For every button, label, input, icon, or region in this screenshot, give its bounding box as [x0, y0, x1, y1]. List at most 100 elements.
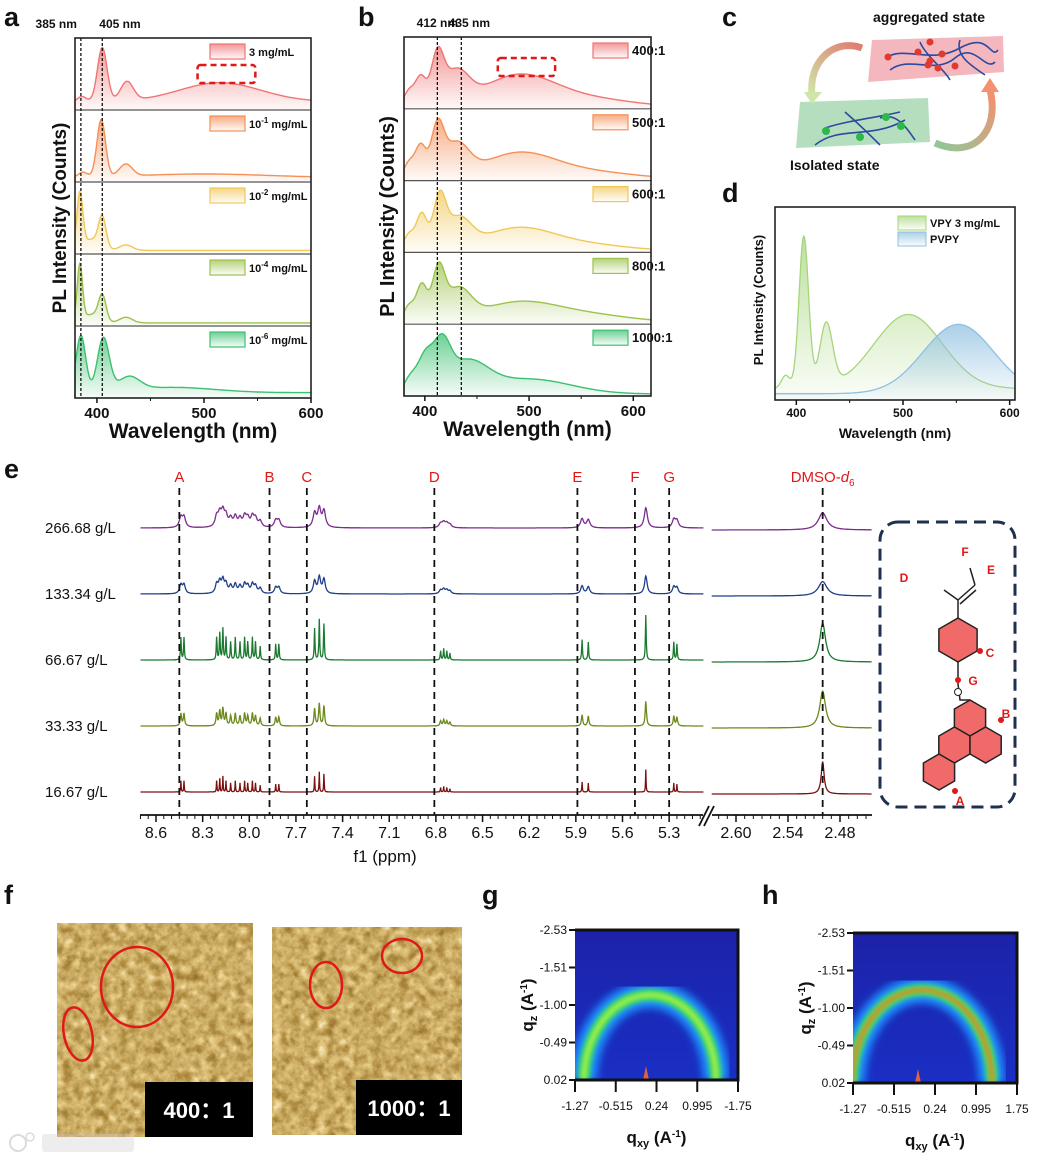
legend-swatch: [592, 114, 629, 131]
panel-g-giwaxs: -2.53 -1.51 -1.00 -0.49 0.02 -1.27 -0.515 0.24 0…: [518, 923, 752, 1150]
legend-label: 10-6 mg/mL: [249, 332, 308, 347]
concentration-label: 66.67 g/L: [45, 652, 108, 669]
legend-swatch: [592, 257, 629, 274]
x-tick-label: 6.2: [518, 825, 540, 842]
x-tick-label: 1.75: [1005, 1102, 1029, 1116]
x-tick-label: 400: [84, 405, 109, 422]
assignment-label: F: [630, 469, 639, 486]
beamstop-spot: [915, 1069, 921, 1083]
oxygen-atom: [954, 688, 962, 696]
series-fill: [75, 119, 311, 182]
series-fill: [75, 335, 311, 398]
series-fill: [775, 324, 1015, 400]
proton-label: D: [900, 571, 909, 585]
nmr-trace-right: [711, 622, 872, 663]
x-tick-label: -1.75: [724, 1099, 752, 1113]
legend-label: PVPY: [930, 234, 960, 246]
isolated-state-label: Isolated state: [790, 157, 880, 173]
series-line: [403, 333, 651, 396]
y-tick-label: -0.49: [540, 1036, 568, 1050]
y-tick-label: -2.53: [540, 923, 568, 937]
series-fill: [75, 47, 311, 110]
series-fill: [404, 261, 651, 325]
marker-label: 435 nm: [449, 16, 490, 30]
legend-label: 400:1: [632, 43, 665, 58]
legend-label: VPY 3 mg/mL: [930, 218, 1000, 230]
x-tick-label: 7.1: [378, 825, 400, 842]
assignment-label: D: [429, 469, 440, 486]
x-axis-label: Wavelength (nm): [443, 418, 611, 441]
legend-label: 10-4 mg/mL: [249, 260, 308, 275]
series-line: [74, 334, 311, 398]
nmr-trace-right: [711, 580, 872, 597]
series-line: [403, 261, 652, 325]
x-tick-label: 500: [893, 406, 913, 420]
x-tick-label: 5.3: [658, 825, 680, 842]
assignment-label: E: [572, 469, 582, 486]
ratio-label-1000: 1000：1: [367, 1096, 450, 1121]
proton-label: F: [961, 545, 968, 559]
nmr-trace-right: [711, 512, 872, 531]
highlight-circle: [61, 1006, 95, 1062]
series-line: [74, 46, 311, 110]
proton-label: B: [1002, 707, 1011, 721]
x-tick-label: 8.6: [145, 825, 167, 842]
nmr-trace-right: [711, 761, 872, 795]
polymer-chains-aggregated: [884, 39, 999, 81]
series-fill: [75, 191, 311, 254]
legend-swatch: [209, 259, 246, 276]
x-tick-label: 7.4: [331, 825, 353, 842]
assignment-label: B: [265, 469, 275, 486]
plot-frame: [403, 36, 652, 397]
y-tick-label: -1.00: [818, 1001, 846, 1015]
legend-swatch: [897, 215, 927, 231]
label-box: [356, 1080, 462, 1135]
proton-marker: [998, 717, 1004, 723]
panel-label-e: e: [4, 454, 19, 484]
x-tick-label: 400: [412, 403, 437, 420]
panel-label-f: f: [4, 880, 14, 910]
aggregated-state-label: aggregated state: [873, 9, 985, 25]
x-tick-label: 2.54: [772, 825, 803, 842]
legend-swatch: [592, 186, 629, 203]
isolated-chromophores: [822, 113, 905, 141]
y-axis-label: qz (A-1): [518, 978, 540, 1031]
x-tick-label: 0.24: [923, 1102, 947, 1116]
x-tick-label: 0.24: [645, 1099, 669, 1113]
y-tick-label: -1.51: [818, 964, 846, 978]
legend-swatch: [209, 115, 246, 132]
legend-swatch: [592, 42, 629, 59]
x-tick-label: 500: [517, 403, 542, 420]
molecule-box: [878, 520, 1017, 809]
x-tick-label: -0.515: [877, 1102, 911, 1116]
x-tick-label: 7.7: [285, 825, 307, 842]
axis-break-icon: [698, 805, 715, 827]
aggregated-chromophores: [884, 38, 959, 72]
legend-label: 3 mg/mL: [249, 47, 295, 59]
panel-label-h: h: [762, 880, 779, 910]
marker-label: 412 nm: [417, 16, 458, 30]
isolated-film: [796, 98, 930, 148]
series-fill: [404, 333, 651, 396]
x-tick-label: -1.27: [839, 1102, 867, 1116]
y-tick-label: -1.00: [540, 998, 568, 1012]
legend-swatch: [209, 43, 246, 60]
scattering-ring-peak: [853, 988, 994, 1083]
x-tick-label: 6.8: [425, 825, 447, 842]
proton-label: G: [968, 674, 977, 688]
legend-label: 800:1: [632, 258, 665, 273]
concentration-label: 266.68 g/L: [45, 520, 116, 537]
series-line: [403, 117, 652, 181]
x-tick-label: 600: [1000, 406, 1020, 420]
legend-label: 1000:1: [632, 330, 672, 345]
legend-label: 500:1: [632, 115, 665, 130]
y-axis-label: PL Intensity (Counts): [751, 235, 766, 365]
panel-c-illustration: aggregated state Isolated state: [790, 9, 1004, 173]
series-fill: [75, 263, 311, 326]
y-tick-label: -0.49: [818, 1039, 846, 1053]
beamstop-spot: [643, 1066, 649, 1080]
x-tick-label: 2.60: [720, 825, 751, 842]
proton-label: E: [987, 563, 995, 577]
arrow-to-isolated: [808, 42, 864, 97]
